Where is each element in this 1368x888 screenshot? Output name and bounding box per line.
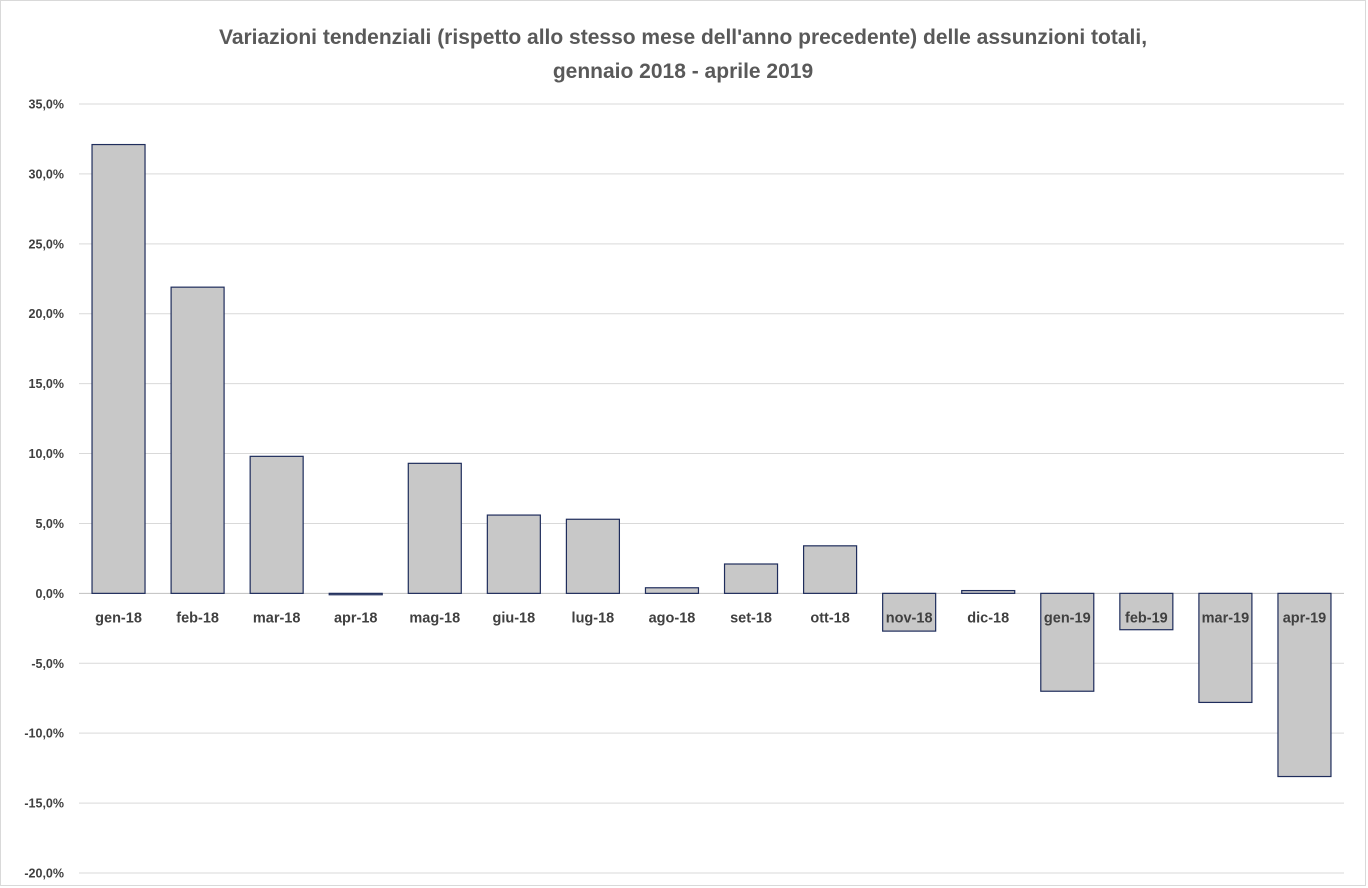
x-tick-label: gen-19 [1044,610,1091,626]
bar-dic-18 [961,589,1016,594]
x-axis-ticks: gen-18 feb-18 mar-18 apr-18 mag-18 giu-18 lug-… [95,610,1326,626]
x-tick-label: gen-18 [95,610,142,626]
y-tick-label: -20,0% [24,867,64,881]
y-tick-label: -5,0% [31,657,64,671]
x-tick-label: mar-18 [253,610,301,626]
x-tick-label: apr-18 [334,610,378,626]
y-tick-label: 10,0% [29,447,64,461]
x-tick-label: feb-18 [176,610,219,626]
bar-set-18 [723,563,779,594]
x-tick-label: mar-19 [1202,610,1250,626]
x-tick-label: lug-18 [572,610,615,626]
y-tick-label: 25,0% [29,237,64,251]
y-axis-ticks: 35,0% 30,0% 25,0% 20,0% 15,0% 10,0% 5,0% 0,0% -5… [24,98,64,881]
bar-feb-18 [170,286,225,594]
bar-gen-18 [91,143,146,594]
x-tick-label: ago-18 [649,610,696,626]
x-tick-label: apr-19 [1283,610,1327,626]
bar-lug-18 [565,518,621,594]
y-tick-label: -15,0% [24,797,64,811]
chart-subtitle: gennaio 2018 - aprile 2019 [553,60,813,83]
bar-gen-19 [1040,592,1095,692]
x-tick-label: giu-18 [492,610,535,626]
y-tick-label: 0,0% [36,587,65,601]
bar-feb-19 [1119,592,1174,631]
bar-mar-18 [249,455,304,594]
bar-ott-18 [802,545,858,594]
y-tick-label: 15,0% [29,377,64,391]
bar-ago-18 [644,587,700,594]
y-tick-label: 5,0% [36,517,65,531]
x-tick-label: nov-18 [886,610,933,626]
bar-nov-18 [882,592,937,632]
x-tick-label: dic-18 [967,610,1009,626]
bar-mag-18 [407,462,462,594]
bar-mar-19 [1198,592,1253,704]
bar-apr-19 [1277,592,1332,778]
bars [91,143,1332,778]
bar-giu-18 [486,514,541,594]
x-tick-label: mag-18 [409,610,460,626]
y-tick-label: 30,0% [29,167,64,181]
chart-title: Variazioni tendenziali (rispetto allo st… [219,26,1147,49]
x-tick-label: set-18 [730,610,772,626]
y-tick-label: 35,0% [29,98,64,112]
bar-apr-18 [328,592,383,596]
gridlines [79,103,1344,874]
y-tick-label: -10,0% [24,727,64,741]
x-tick-label: feb-19 [1125,610,1168,626]
x-tick-label: ott-18 [810,610,849,626]
y-tick-label: 20,0% [29,307,64,321]
